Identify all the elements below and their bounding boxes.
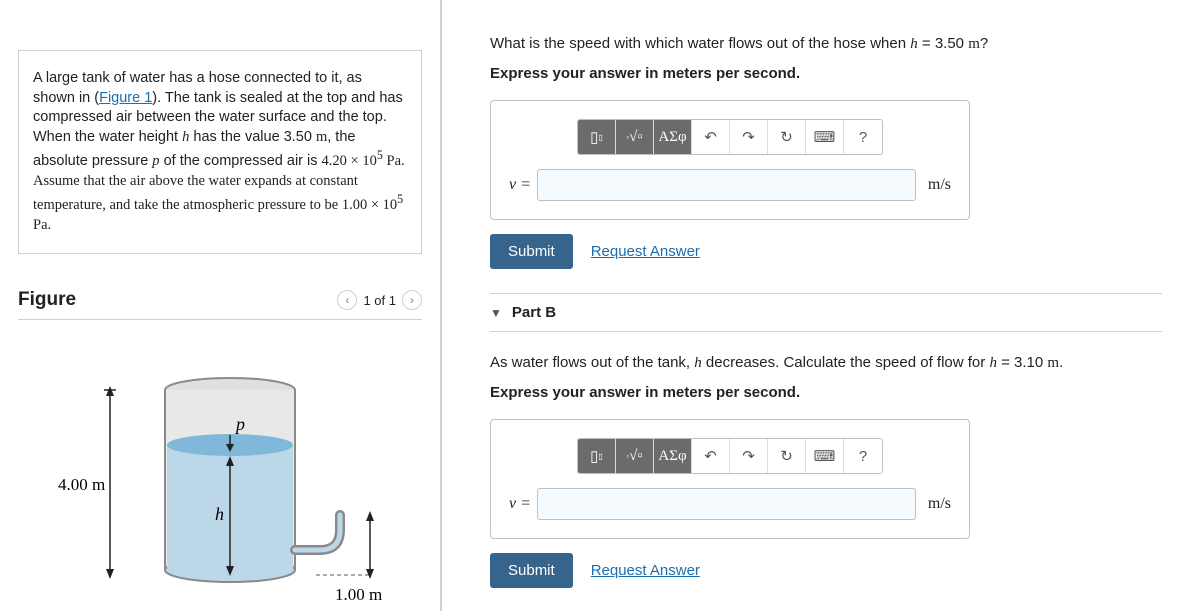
partB-collapse-icon[interactable]: ▼ — [490, 306, 502, 320]
left-panel: A large tank of water has a hose connect… — [0, 0, 440, 613]
sqrt-tool[interactable]: ▫√▫ — [616, 120, 654, 154]
figure-pager: ‹ 1 of 1 › — [337, 290, 422, 310]
p-label: p — [234, 414, 245, 434]
partA-unit: m/s — [922, 176, 951, 194]
figure-prev-button[interactable]: ‹ — [337, 290, 357, 310]
template-tool[interactable]: ▯▯ — [578, 439, 616, 473]
figure-header: Figure ‹ 1 of 1 › — [0, 289, 440, 311]
dim-1m: 1.00 m — [335, 585, 382, 604]
partA-toolbar: ▯▯ ▫√▫ ΑΣφ ↶ ↷ ↻ ⌨ ? — [577, 119, 883, 155]
problem-statement: A large tank of water has a hose connect… — [18, 50, 422, 254]
right-panel: What is the speed with which water flows… — [460, 0, 1180, 588]
partA-instruction: Express your answer in meters per second… — [490, 65, 1162, 82]
partB-unit: m/s — [922, 495, 951, 513]
dim-4m: 4.00 m — [58, 475, 105, 494]
partB-header: ▼ Part B — [490, 293, 1162, 332]
keyboard-tool[interactable]: ⌨ — [806, 439, 844, 473]
partA-request-link[interactable]: Request Answer — [591, 243, 700, 260]
partA-question: What is the speed with which water flows… — [490, 35, 1162, 53]
partB-content: As water flows out of the tank, h decrea… — [490, 332, 1162, 588]
redo-tool[interactable]: ↷ — [730, 439, 768, 473]
figure-pager-label: 1 of 1 — [363, 293, 396, 308]
undo-tool[interactable]: ↶ — [692, 120, 730, 154]
redo-tool[interactable]: ↷ — [730, 120, 768, 154]
template-tool[interactable]: ▯▯ — [578, 120, 616, 154]
partB-question: As water flows out of the tank, h decrea… — [490, 354, 1162, 372]
partB-instruction: Express your answer in meters per second… — [490, 384, 1162, 401]
sqrt-tool[interactable]: ▫√▫ — [616, 439, 654, 473]
greek-tool[interactable]: ΑΣφ — [654, 439, 692, 473]
keyboard-tool[interactable]: ⌨ — [806, 120, 844, 154]
greek-tool[interactable]: ΑΣφ — [654, 120, 692, 154]
partB-toolbar: ▯▯ ▫√▫ ΑΣφ ↶ ↷ ↻ ⌨ ? — [577, 438, 883, 474]
figure-link[interactable]: Figure 1 — [99, 90, 152, 106]
partB-answer-box: ▯▯ ▫√▫ ΑΣφ ↶ ↷ ↻ ⌨ ? v = m/s — [490, 419, 970, 539]
reset-tool[interactable]: ↻ — [768, 120, 806, 154]
partB-var-label: v = — [509, 495, 531, 513]
partB-submit-button[interactable]: Submit — [490, 553, 573, 588]
partB-answer-row: v = m/s — [509, 488, 951, 520]
partA-answer-box: ▯▯ ▫√▫ ΑΣφ ↶ ↷ ↻ ⌨ ? v = m/s — [490, 100, 970, 220]
help-tool[interactable]: ? — [844, 120, 882, 154]
partB-request-link[interactable]: Request Answer — [591, 562, 700, 579]
figure-title: Figure — [18, 289, 76, 311]
figure-next-button[interactable]: › — [402, 290, 422, 310]
partA-var-label: v = — [509, 176, 531, 194]
undo-tool[interactable]: ↶ — [692, 439, 730, 473]
h-label: h — [215, 504, 224, 524]
partA-answer-row: v = m/s — [509, 169, 951, 201]
partA-submit-button[interactable]: Submit — [490, 234, 573, 269]
vertical-divider — [440, 0, 442, 611]
partB-answer-input[interactable] — [537, 488, 916, 520]
partB-submit-row: Submit Request Answer — [490, 553, 1162, 588]
help-tool[interactable]: ? — [844, 439, 882, 473]
partA-answer-input[interactable] — [537, 169, 916, 201]
figure-image: 4.00 m p h 1.00 m — [0, 320, 440, 613]
partA-submit-row: Submit Request Answer — [490, 234, 1162, 269]
reset-tool[interactable]: ↻ — [768, 439, 806, 473]
partB-label: Part B — [512, 304, 556, 321]
